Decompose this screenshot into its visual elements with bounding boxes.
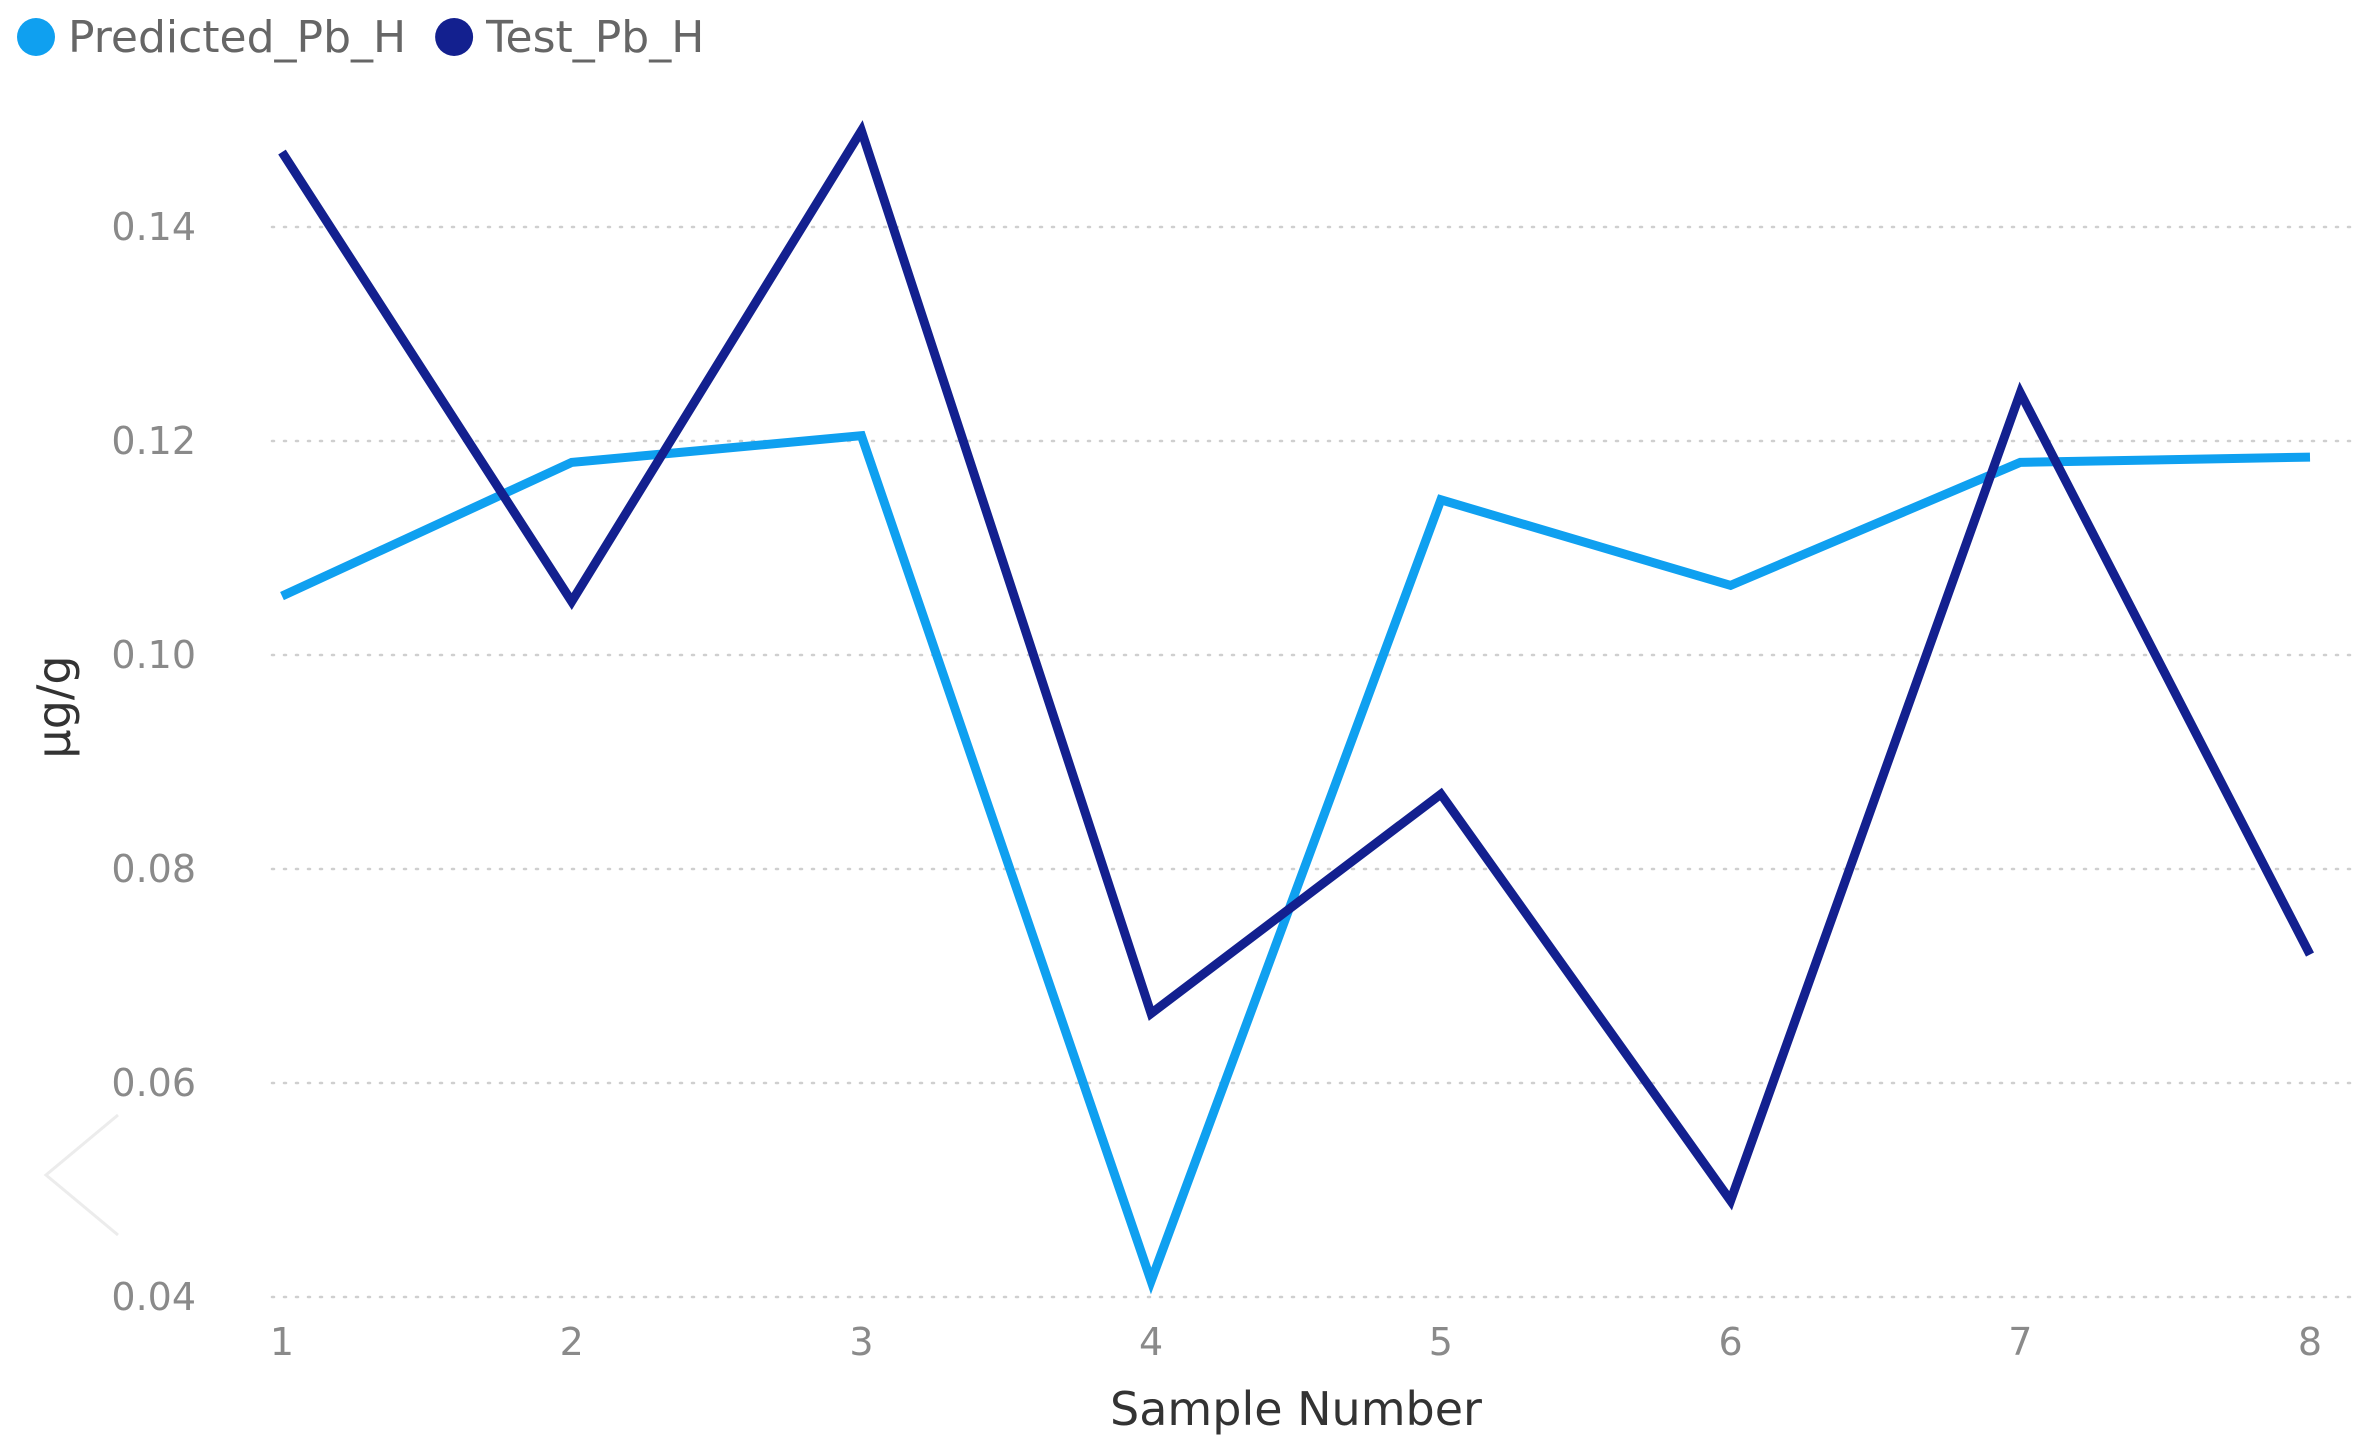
gridlines [270, 225, 2352, 1299]
x-tick-label: 4 [1139, 1320, 1163, 1364]
x-axis-title: Sample Number [1110, 1382, 1482, 1436]
legend: Predicted_Pb_H Test_Pb_H [17, 12, 704, 63]
x-tick-label: 7 [2008, 1320, 2032, 1364]
x-axis-tick-labels: 1 2 3 4 5 6 7 8 [270, 1320, 2322, 1364]
y-tick-label: 0.12 [111, 419, 196, 463]
y-tick-label: 0.10 [111, 633, 196, 677]
legend-marker-test-pb-h [435, 18, 474, 56]
series-line-test-pb-h [278, 120, 2314, 1211]
x-tick-label: 1 [270, 1320, 294, 1364]
y-axis-title: µg/g [27, 655, 81, 758]
y-tick-label: 0.14 [111, 205, 196, 249]
x-tick-label: 3 [849, 1320, 873, 1364]
y-axis-tick-labels: 0.04 0.06 0.08 0.10 0.12 0.14 [111, 205, 196, 1319]
x-tick-label: 5 [1429, 1320, 1453, 1364]
y-tick-label: 0.08 [111, 847, 196, 891]
x-tick-label: 6 [1718, 1320, 1742, 1364]
series-lines [278, 120, 2314, 1295]
legend-marker-predicted-pb-h [17, 18, 55, 56]
legend-label-test-pb-h: Test_Pb_H [485, 12, 704, 63]
series-line-predicted-pb-h [280, 430, 2311, 1295]
y-tick-label: 0.06 [111, 1061, 196, 1105]
x-tick-label: 8 [2298, 1320, 2322, 1364]
legend-label-predicted-pb-h: Predicted_Pb_H [68, 12, 406, 63]
y-tick-label: 0.04 [111, 1275, 196, 1319]
chevron-left-icon[interactable] [43, 1113, 119, 1237]
x-tick-label: 2 [560, 1320, 584, 1364]
